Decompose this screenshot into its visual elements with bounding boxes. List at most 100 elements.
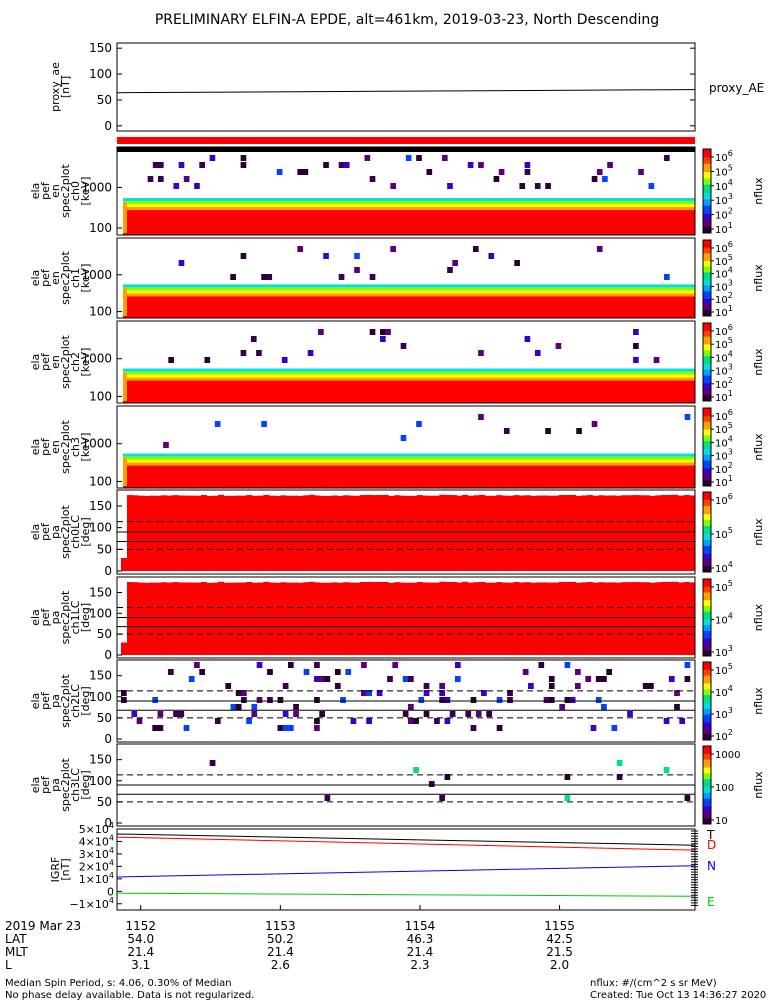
spectrogram-cell (168, 357, 174, 363)
spectrogram-cell (361, 690, 367, 696)
axis-label: proxy_ae (49, 62, 62, 112)
colorbar-cell (703, 736, 711, 739)
colorbar-cell (703, 470, 711, 473)
colorbar-cell (703, 615, 711, 618)
spectrogram-cell (274, 582, 281, 655)
spectrogram-cell (632, 495, 639, 571)
colorbar-cell (703, 751, 711, 755)
spectrogram-cell (518, 495, 526, 571)
date-label: 2019 Mar 23 (5, 919, 81, 933)
colorbar-cell (703, 338, 711, 342)
spectrogram-cell (318, 329, 324, 335)
spectrogram-cell (416, 495, 423, 571)
colorbar-cell (703, 458, 711, 462)
colorbar-cell (703, 761, 711, 765)
spectrogram-cell (541, 582, 548, 655)
colorbar-cell (703, 310, 711, 313)
spectrogram-cell (648, 183, 655, 189)
spectrogram-cell (663, 718, 670, 724)
colorbar-cell (703, 324, 711, 328)
spectrogram-cell (269, 495, 276, 571)
spectrogram-cell (314, 495, 321, 571)
spectrogram-cell (679, 718, 686, 724)
spectrogram-cell (473, 495, 480, 571)
colorbar-cell (703, 375, 711, 379)
spectrogram-band (123, 465, 695, 488)
spectrogram-cell (251, 711, 258, 717)
spectrogram-cell (338, 274, 345, 280)
axis-label: ch0LC (69, 515, 82, 549)
spectrogram-cell (423, 690, 430, 696)
colorbar-label: 104 (715, 612, 733, 627)
colorbar-label: 101 (715, 389, 733, 404)
colorbar-label: 105 (715, 662, 733, 677)
panel-frame (116, 42, 696, 132)
colorbar-cell (703, 808, 711, 811)
spectrogram-cell (507, 495, 514, 571)
y-tick-label: 4×104 (79, 833, 114, 848)
colorbar-cell (703, 462, 711, 466)
colorbar-cell (703, 665, 711, 669)
spectrogram-cell (263, 494, 270, 571)
colorbar-cell (703, 810, 711, 813)
colorbar-cell (703, 779, 711, 782)
spectrogram-cell (543, 697, 550, 703)
spectrogram-cell (444, 697, 451, 703)
spectrogram-cell (303, 495, 310, 571)
colorbar-cell (703, 283, 711, 287)
spectrogram-cell (307, 350, 314, 356)
spectrogram-cell (277, 697, 284, 703)
colorbar-cell (703, 362, 711, 365)
axis-label: pef (39, 352, 52, 371)
col-value-time: 1155 (544, 919, 575, 933)
spectrogram-cell (450, 495, 457, 571)
axis-label: [deg] (79, 517, 92, 546)
colorbar-cell (703, 415, 711, 419)
spectrogram-cell (528, 683, 534, 689)
colorbar-cell (703, 167, 711, 171)
colorbar-cell (703, 230, 711, 234)
spectrogram-cell (484, 582, 492, 655)
spectrogram-cell (287, 662, 294, 668)
colorbar-cell (703, 199, 711, 202)
footer-line-1: No phase delay available. Data is not re… (5, 990, 254, 1000)
spectrogram-cell (616, 760, 623, 766)
colorbar-cell (703, 354, 711, 357)
colorbar-cell (703, 706, 711, 710)
spectrogram-cell (230, 704, 237, 710)
colorbar-label: 102 (715, 461, 733, 476)
axis-label: en (49, 440, 62, 454)
spectrogram-cell (449, 711, 456, 717)
colorbar-cell (703, 771, 711, 774)
colorbar-cell (703, 425, 711, 428)
spectrogram-cell (479, 581, 486, 655)
spectrogram-cell (642, 683, 649, 689)
colorbar-cell (703, 188, 711, 192)
legend-label-D: D (707, 838, 716, 852)
y-tick-label: 2×104 (79, 858, 114, 873)
spectrogram-cell (569, 697, 576, 703)
spectrogram-cell (454, 662, 461, 668)
colorbar-cell (703, 714, 711, 718)
axis-label: ela (29, 524, 42, 541)
spectrogram-cell (241, 690, 247, 696)
spectrogram-cell (473, 582, 480, 655)
colorbar-frame (702, 148, 712, 234)
colorbar-cell (703, 755, 711, 759)
colorbar-cell (703, 605, 711, 609)
panel-frame (116, 146, 696, 236)
spectrogram-cell (293, 711, 299, 717)
spectrogram-cell (235, 704, 242, 710)
spectrogram-band (123, 290, 695, 294)
colorbar-cell (703, 371, 711, 375)
spectrogram-cell (486, 711, 492, 717)
spectrogram-cell (666, 581, 673, 655)
col-value-MLT: 21.4 (127, 945, 154, 959)
colorbar-cell (703, 590, 711, 593)
colorbar-cell (703, 662, 711, 665)
spectrogram-cell (638, 495, 645, 571)
colorbar-cell (703, 693, 711, 696)
panel-flag_bar (117, 137, 695, 144)
spectrogram-cell (467, 162, 474, 168)
